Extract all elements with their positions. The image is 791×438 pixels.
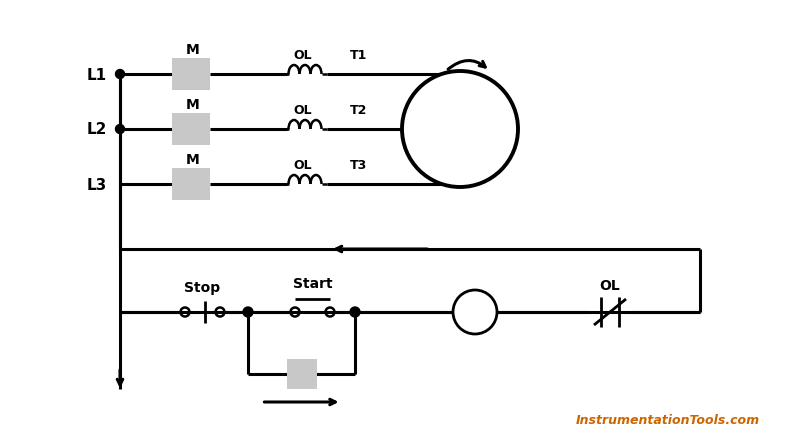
- Text: Motor: Motor: [432, 121, 488, 139]
- Bar: [172, 59, 210, 91]
- Text: OL: OL: [293, 104, 312, 117]
- Text: M: M: [186, 98, 200, 112]
- Text: OL: OL: [293, 159, 312, 172]
- Text: L3: L3: [87, 177, 107, 192]
- Bar: [172, 114, 210, 146]
- Text: M: M: [186, 43, 200, 57]
- Text: L1: L1: [87, 67, 107, 82]
- Text: OL: OL: [600, 279, 620, 292]
- Bar: [172, 169, 210, 201]
- Text: OL: OL: [293, 49, 312, 62]
- Text: L2: L2: [87, 122, 107, 137]
- Bar: [286, 359, 316, 389]
- Text: M: M: [467, 305, 483, 320]
- Circle shape: [453, 290, 497, 334]
- Text: Stop: Stop: [184, 280, 221, 294]
- Circle shape: [350, 307, 360, 317]
- Circle shape: [243, 307, 253, 317]
- Text: InstrumentationTools.com: InstrumentationTools.com: [576, 413, 760, 426]
- Text: T3: T3: [350, 159, 367, 172]
- Text: Start: Start: [293, 276, 332, 290]
- Text: T1: T1: [350, 49, 367, 62]
- Circle shape: [115, 71, 124, 79]
- Text: M: M: [186, 153, 200, 166]
- Text: T2: T2: [350, 104, 367, 117]
- Circle shape: [402, 72, 518, 187]
- Circle shape: [115, 125, 124, 134]
